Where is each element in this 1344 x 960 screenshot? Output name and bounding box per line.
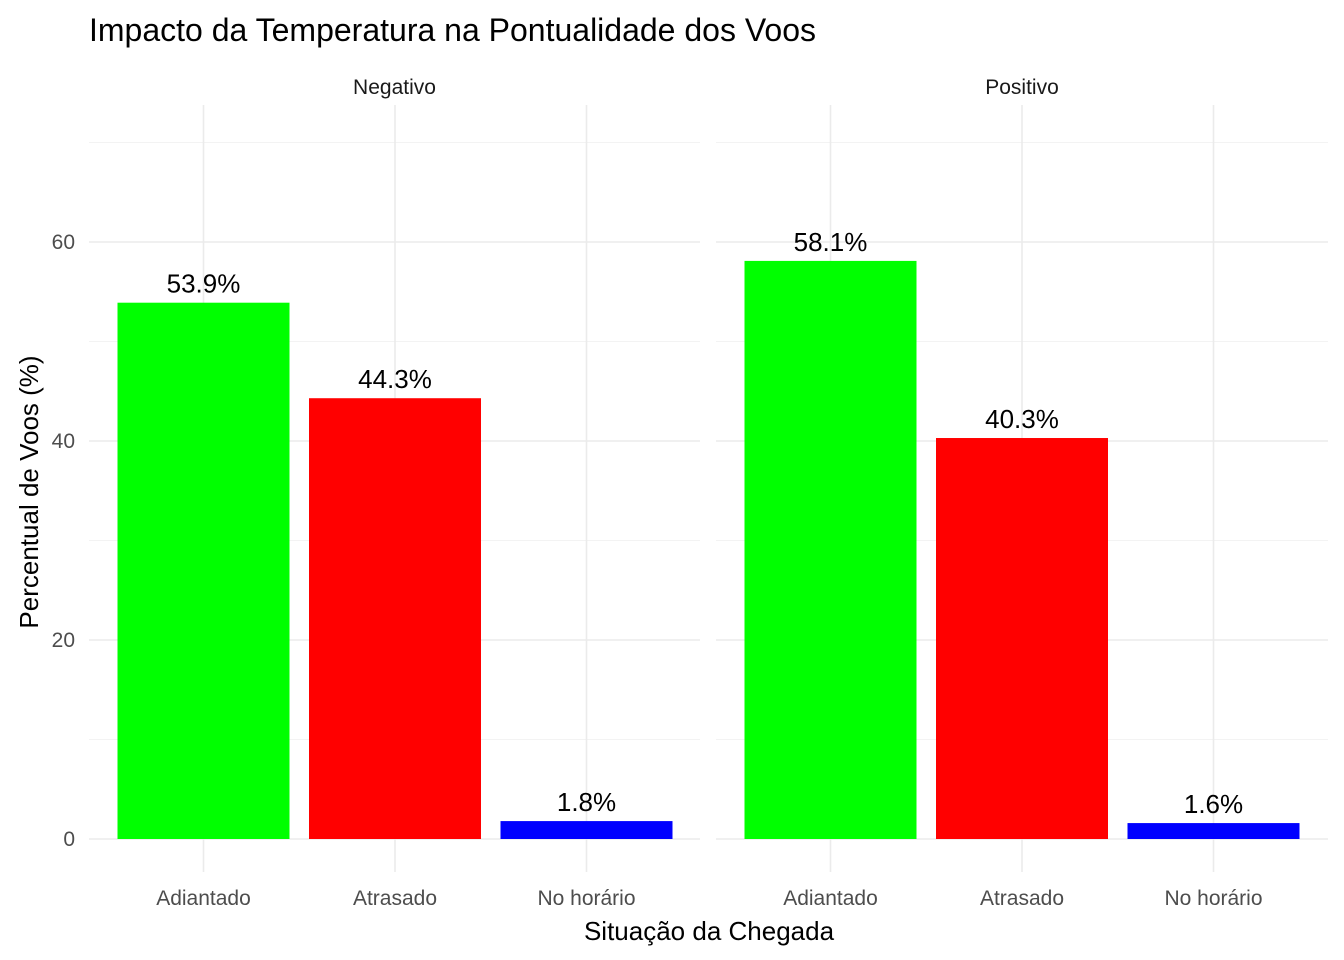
chart-title: Impacto da Temperatura na Pontualidade d…: [89, 12, 816, 48]
bar-value-label: 1.6%: [1184, 789, 1243, 819]
x-tick-label: Adiantado: [783, 887, 878, 910]
x-axis-title: Situação da Chegada: [584, 916, 835, 946]
x-tick-label: Atrasado: [353, 887, 437, 910]
x-tick-label: Atrasado: [980, 887, 1064, 910]
bar-negativo-2: [500, 821, 673, 839]
y-axis-title: Percentual de Voos (%): [14, 355, 44, 628]
bar-value-label: 44.3%: [358, 364, 432, 394]
x-tick-label: Adiantado: [156, 887, 251, 910]
x-tick-label: No horário: [1164, 887, 1262, 910]
bar-value-label: 40.3%: [985, 404, 1059, 434]
y-tick-label: 40: [52, 430, 75, 453]
y-tick-label: 0: [63, 828, 75, 851]
bar-negativo-1: [309, 398, 481, 839]
y-tick-label: 20: [52, 629, 75, 652]
facet-panel-positivo: Positivo 58.1% 40.3% 1.6% Adiantado Atrasado N…: [716, 76, 1328, 910]
facet-strip-label: Negativo: [353, 76, 436, 99]
y-tick-label: 60: [52, 231, 75, 254]
bar-value-label: 58.1%: [794, 227, 868, 257]
bar-value-label: 53.9%: [167, 269, 241, 299]
facet-panels: Negativo 53.9% 44.3% 1.8% Adiantado Atrasado N…: [89, 76, 1328, 910]
y-axis: 0 20 40 60: [52, 231, 75, 851]
bar-positivo-0: [744, 260, 917, 839]
bar-positivo-2: [1127, 823, 1300, 839]
bar-negativo-0: [117, 302, 290, 839]
bar-positivo-1: [936, 438, 1108, 839]
facet-strip-label: Positivo: [985, 76, 1059, 99]
x-tick-label: No horário: [537, 887, 635, 910]
facet-panel-negativo: Negativo 53.9% 44.3% 1.8% Adiantado Atrasado N…: [89, 76, 700, 910]
bar-value-label: 1.8%: [557, 787, 616, 817]
